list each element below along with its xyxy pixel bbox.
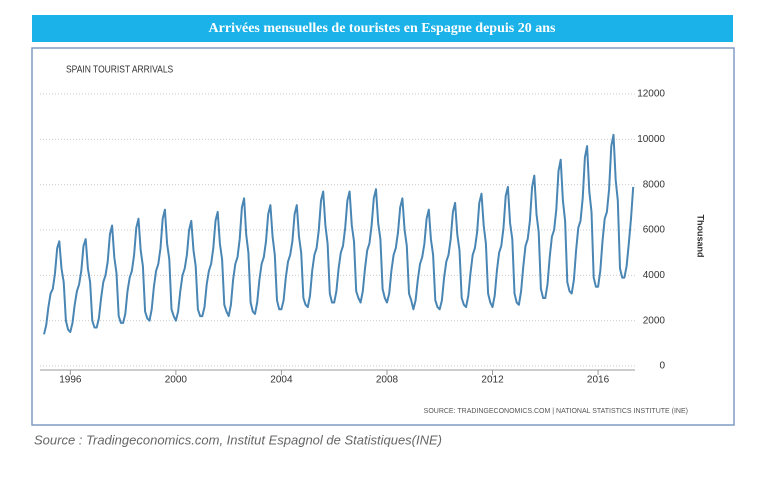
x-tick-label: 2000 [165, 375, 188, 386]
chart-frame [31, 47, 735, 426]
banner-bg [32, 15, 733, 42]
y-axis-label: Thousand [696, 215, 706, 258]
y-tick-label: 8000 [643, 179, 666, 190]
banner-title: Arrivées mensuelles de touristes en Espa… [209, 21, 556, 36]
source-note: SOURCE: TRADINGECONOMICS.COM | NATIONAL … [424, 408, 688, 415]
x-tick-label: 2004 [270, 375, 293, 386]
y-tick-label: 0 [659, 361, 665, 372]
y-tick-label: 12000 [637, 89, 665, 100]
data-line [43, 133, 635, 335]
chart-title: SPAIN TOURIST ARRIVALS [66, 64, 173, 75]
y-tick-label: 2000 [643, 315, 666, 326]
x-tick-label: 1996 [59, 375, 82, 386]
y-tick-label: 10000 [637, 134, 665, 145]
x-tick-label: 2012 [481, 375, 504, 386]
y-tick-label: 4000 [643, 270, 666, 281]
x-tick-label: 2008 [376, 375, 399, 386]
y-tick-label: 6000 [643, 225, 666, 236]
x-tick-label: 2016 [587, 375, 610, 386]
caption: Source : Tradingeconomics.com, Institut … [34, 432, 442, 447]
